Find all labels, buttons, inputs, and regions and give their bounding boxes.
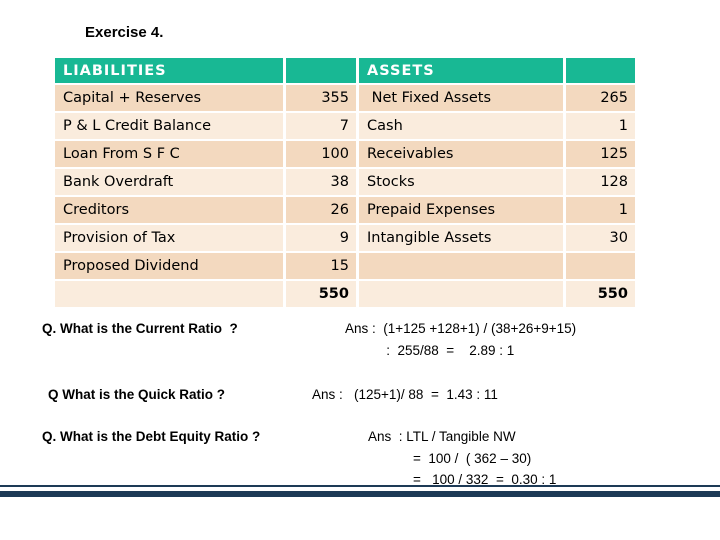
answer-debt-equity-line2: = 100 / ( 362 – 30) [368, 451, 532, 466]
liability-name: Provision of Tax [55, 225, 283, 251]
assets-header: ASSETS [359, 58, 563, 83]
asset-name: Intangible Assets [359, 225, 563, 251]
answer-debt-equity-line1: Ans : LTL / Tangible NW [368, 429, 516, 444]
liability-value: 9 [286, 225, 356, 251]
liabilities-total: 550 [286, 281, 356, 307]
asset-name: Cash [359, 113, 563, 139]
balance-sheet-table: LIABILITIES ASSETS Capital + Reserves 35… [52, 56, 638, 309]
table-row: Creditors 26 Prepaid Expenses 1 [55, 197, 635, 223]
asset-value: 1 [566, 113, 635, 139]
table-row: Provision of Tax 9 Intangible Assets 30 [55, 225, 635, 251]
asset-name [359, 253, 563, 279]
liability-name: Loan From S F C [55, 141, 283, 167]
asset-value: 1 [566, 197, 635, 223]
table-row: Proposed Dividend 15 [55, 253, 635, 279]
table-header-row: LIABILITIES ASSETS [55, 58, 635, 83]
answer-debt-equity-line3: = 100 / 332 = 0.30 : 1 [368, 472, 557, 487]
assets-total: 550 [566, 281, 635, 307]
liability-value: 355 [286, 85, 356, 111]
table-row: Loan From S F C 100 Receivables 125 [55, 141, 635, 167]
asset-name: Prepaid Expenses [359, 197, 563, 223]
table-row: Bank Overdraft 38 Stocks 128 [55, 169, 635, 195]
asset-name: Receivables [359, 141, 563, 167]
asset-value: 265 [566, 85, 635, 111]
question-debt-equity-ratio: Q. What is the Debt Equity Ratio ? [42, 429, 261, 444]
answer-quick-ratio: Ans : (125+1)/ 88 = 1.43 : 11 [312, 387, 498, 402]
liability-name: Bank Overdraft [55, 169, 283, 195]
liability-name [55, 281, 283, 307]
liability-name: P & L Credit Balance [55, 113, 283, 139]
table-row: P & L Credit Balance 7 Cash 1 [55, 113, 635, 139]
answer-current-ratio-line1: Ans : (1+125 +128+1) / (38+26+9+15) [345, 321, 577, 336]
asset-value: 128 [566, 169, 635, 195]
answer-current-ratio-line2: : 255/88 = 2.89 : 1 [345, 343, 515, 358]
liability-name: Capital + Reserves [55, 85, 283, 111]
page-title: Exercise 4. [85, 24, 164, 41]
asset-name: Net Fixed Assets [359, 85, 563, 111]
table-row: Capital + Reserves 355 Net Fixed Assets … [55, 85, 635, 111]
bottom-rule-thick [0, 491, 720, 497]
assets-amount-header [566, 58, 635, 83]
asset-value [566, 253, 635, 279]
asset-value: 125 [566, 141, 635, 167]
question-quick-ratio: Q What is the Quick Ratio ? [48, 387, 226, 402]
liability-value: 26 [286, 197, 356, 223]
asset-name: Stocks [359, 169, 563, 195]
liabilities-amount-header [286, 58, 356, 83]
question-current-ratio: Q. What is the Current Ratio ? [42, 321, 238, 336]
bottom-rule-thin [0, 485, 720, 487]
liability-value: 15 [286, 253, 356, 279]
liability-value: 100 [286, 141, 356, 167]
asset-value: 30 [566, 225, 635, 251]
liability-name: Creditors [55, 197, 283, 223]
table-total-row: 550 550 [55, 281, 635, 307]
asset-name [359, 281, 563, 307]
liability-value: 38 [286, 169, 356, 195]
liabilities-header: LIABILITIES [55, 58, 283, 83]
liability-name: Proposed Dividend [55, 253, 283, 279]
liability-value: 7 [286, 113, 356, 139]
